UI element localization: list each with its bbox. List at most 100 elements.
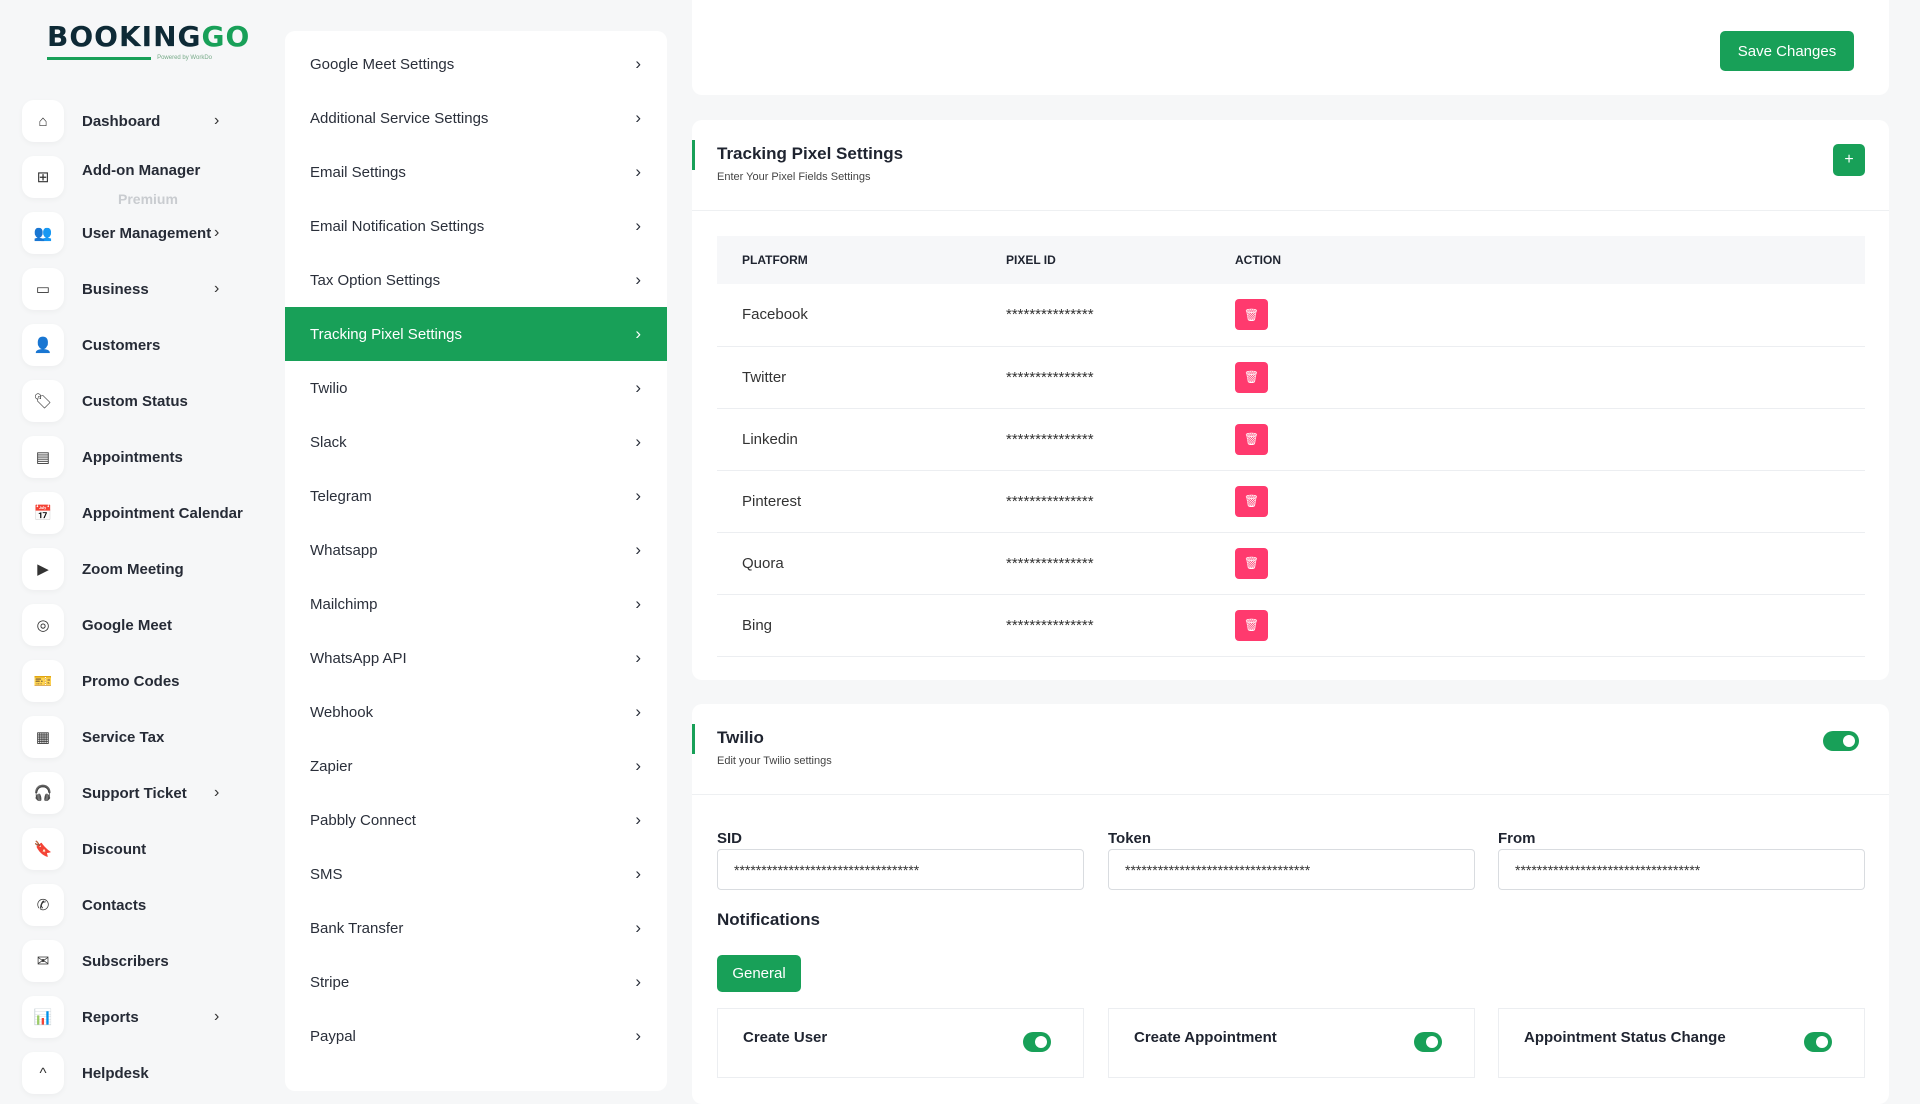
sidebar-item-customers[interactable]: 👤 Customers	[22, 323, 232, 367]
menu-item-label: SMS	[310, 865, 343, 883]
card-title: Tracking Pixel Settings	[717, 144, 904, 163]
create-appointment-toggle[interactable]	[1414, 1032, 1442, 1052]
delete-button[interactable]: 🗑	[1235, 423, 1268, 455]
menu-item-email-settings[interactable]: Email Settings ›	[285, 145, 667, 199]
sidebar-item-appointments[interactable]: ▤ Appointments	[22, 435, 232, 479]
menu-item-whatsapp[interactable]: Whatsapp ›	[285, 523, 667, 577]
delete-button[interactable]: 🗑	[1235, 361, 1268, 393]
appointment-status-change-toggle[interactable]	[1804, 1032, 1832, 1052]
menu-item-tax-option-settings[interactable]: Tax Option Settings ›	[285, 253, 667, 307]
menu-item-zapier[interactable]: Zapier ›	[285, 739, 667, 793]
menu-item-stripe[interactable]: Stripe ›	[285, 955, 667, 1009]
sidebar-item-google-meet[interactable]: ◎ Google Meet	[22, 603, 232, 647]
platform-cell: Twitter	[717, 346, 981, 409]
sidebar-item-discount[interactable]: 🔖 Discount	[22, 827, 232, 871]
users-icon: 👥	[22, 212, 64, 254]
menu-item-additional-service-settings[interactable]: Additional Service Settings ›	[285, 91, 667, 145]
platform-cell: Linkedin	[717, 408, 981, 471]
sidebar-item-custom-status[interactable]: 🏷 Custom Status	[22, 379, 232, 423]
card-subtitle: Enter Your Pixel Fields Settings	[717, 171, 871, 183]
sidebar-item-contacts[interactable]: ✆ Contacts	[22, 883, 232, 927]
menu-item-label: Mailchimp	[310, 595, 378, 613]
menu-item-label: Telegram	[310, 487, 372, 505]
menu-item-label: Paypal	[310, 1027, 356, 1045]
menu-item-google-meet-settings[interactable]: Google Meet Settings ›	[285, 37, 667, 91]
tab-general[interactable]: General	[717, 955, 801, 992]
sid-input[interactable]	[717, 849, 1084, 890]
menu-item-paypal[interactable]: Paypal ›	[285, 1009, 667, 1063]
menu-item-sms[interactable]: SMS ›	[285, 847, 667, 901]
sidebar-item-support-ticket[interactable]: 🎧 Support Ticket ›	[22, 771, 232, 815]
chevron-right-icon: ›	[635, 270, 641, 289]
token-input[interactable]	[1108, 849, 1475, 890]
sidebar-item-zoom-meeting[interactable]: ▶ Zoom Meeting	[22, 547, 232, 591]
add-pixel-button[interactable]: +	[1833, 144, 1865, 176]
table-row: Quora *************** 🗑	[717, 532, 1865, 595]
chevron-right-icon: ›	[635, 324, 641, 343]
twilio-enable-toggle[interactable]	[1823, 731, 1859, 751]
action-cell: 🗑	[1210, 594, 1865, 657]
chevron-right-icon: ›	[635, 864, 641, 883]
chevron-right-icon: ›	[214, 224, 220, 241]
chevron-right-icon: ›	[214, 112, 220, 129]
notifications-heading: Notifications	[717, 910, 820, 929]
menu-item-webhook[interactable]: Webhook ›	[285, 685, 667, 739]
menu-item-whatsapp-api[interactable]: WhatsApp API ›	[285, 631, 667, 685]
menu-item-email-notification-settings[interactable]: Email Notification Settings ›	[285, 199, 667, 253]
menu-item-slack[interactable]: Slack ›	[285, 415, 667, 469]
menu-item-twilio[interactable]: Twilio ›	[285, 361, 667, 415]
sidebar-item-subscribers[interactable]: ✉ Subscribers	[22, 939, 232, 983]
menu-item-pabbly-connect[interactable]: Pabbly Connect ›	[285, 793, 667, 847]
sidebar-item-helpdesk[interactable]: ^ Helpdesk	[22, 1051, 232, 1095]
sidebar-item-business[interactable]: ▭ Business ›	[22, 267, 232, 311]
chevron-right-icon: ›	[635, 216, 641, 235]
ticket-icon: 🎫	[22, 660, 64, 702]
delete-button[interactable]: 🗑	[1235, 299, 1268, 331]
delete-button[interactable]: 🗑	[1235, 485, 1268, 517]
column-header-platform: PLATFORM	[717, 236, 981, 284]
chevron-right-icon: ›	[635, 1026, 641, 1045]
trash-icon: 🗑	[1243, 494, 1260, 508]
menu-item-label: Zapier	[310, 757, 353, 775]
save-changes-button[interactable]: Save Changes	[1720, 31, 1854, 71]
sidebar-item-label: Reports	[82, 1008, 139, 1026]
chevron-right-icon: ›	[214, 280, 220, 297]
notification-label: Appointment Status Change	[1524, 1029, 1726, 1046]
from-input[interactable]	[1498, 849, 1865, 890]
sidebar-item-dashboard[interactable]: ⌂ Dashboard ›	[22, 99, 232, 143]
delete-button[interactable]: 🗑	[1235, 547, 1268, 579]
chevron-right-icon: ›	[635, 594, 641, 613]
menu-item-bank-transfer[interactable]: Bank Transfer ›	[285, 901, 667, 955]
sidebar-item-promo-codes[interactable]: 🎫 Promo Codes	[22, 659, 232, 703]
sidebar-item-appointment-calendar[interactable]: 📅 Appointment Calendar	[22, 491, 243, 535]
headset-icon: 🎧	[22, 772, 64, 814]
settings-menu: Google Meet Settings › Additional Service …	[285, 31, 667, 1091]
brand-logo[interactable]: BOOKINGGO Powered by WorkDo	[47, 20, 249, 61]
notification-create-appointment: Create Appointment	[1108, 1008, 1475, 1078]
trash-icon: 🗑	[1243, 556, 1260, 570]
sidebar-item-add-on-manager[interactable]: ⊞ Add-on Manager Premium	[22, 155, 232, 207]
chevron-right-icon: ›	[635, 54, 641, 73]
table-row: Linkedin *************** 🗑	[717, 408, 1865, 471]
menu-item-tracking-pixel-settings[interactable]: Tracking Pixel Settings ›	[285, 307, 667, 361]
logo-text-go: GO	[201, 20, 251, 53]
delete-button[interactable]: 🗑	[1235, 609, 1268, 641]
receipt-icon: ▦	[22, 716, 64, 758]
sidebar-item-reports[interactable]: 📊 Reports ›	[22, 995, 232, 1039]
sidebar-item-user-management[interactable]: 👥 User Management ›	[22, 211, 232, 255]
powered-by: Powered by WorkDo	[157, 55, 212, 61]
accent-bar	[692, 724, 695, 754]
menu-item-label: Tracking Pixel Settings	[310, 325, 463, 343]
tag-icon: 🏷	[22, 380, 64, 422]
twilio-card: Twilio Edit your Twilio settings SID Tok…	[692, 704, 1889, 1104]
chevron-right-icon: ›	[635, 486, 641, 505]
table-row: Facebook *************** 🗑	[717, 284, 1865, 347]
notification-label: Create Appointment	[1134, 1029, 1277, 1046]
sidebar-item-service-tax[interactable]: ▦ Service Tax	[22, 715, 232, 759]
chevron-right-icon: ›	[635, 810, 641, 829]
sidebar-item-label: Subscribers	[82, 952, 169, 970]
menu-item-label: Email Settings	[310, 163, 406, 181]
create-user-toggle[interactable]	[1023, 1032, 1051, 1052]
menu-item-mailchimp[interactable]: Mailchimp ›	[285, 577, 667, 631]
menu-item-telegram[interactable]: Telegram ›	[285, 469, 667, 523]
